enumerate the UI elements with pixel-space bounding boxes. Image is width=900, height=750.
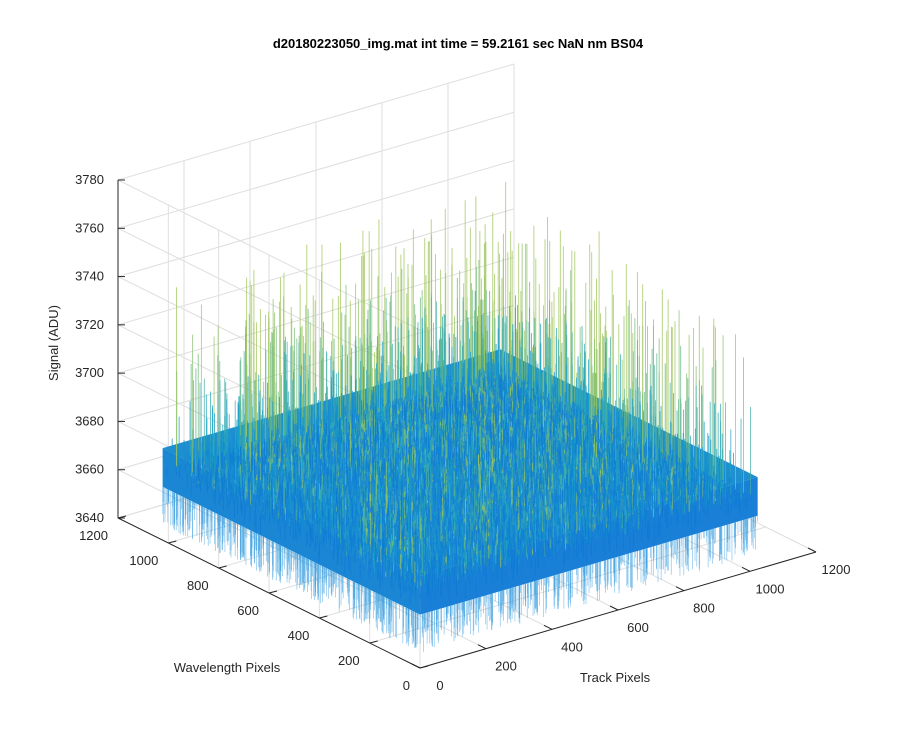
grid-line — [117, 208, 515, 326]
grid-line — [117, 179, 421, 331]
grid-line — [117, 111, 515, 229]
grid-line — [117, 160, 515, 278]
grid-line — [117, 63, 515, 181]
grid-line — [117, 304, 515, 422]
grid-line — [117, 256, 515, 374]
surface-plot — [162, 181, 758, 652]
